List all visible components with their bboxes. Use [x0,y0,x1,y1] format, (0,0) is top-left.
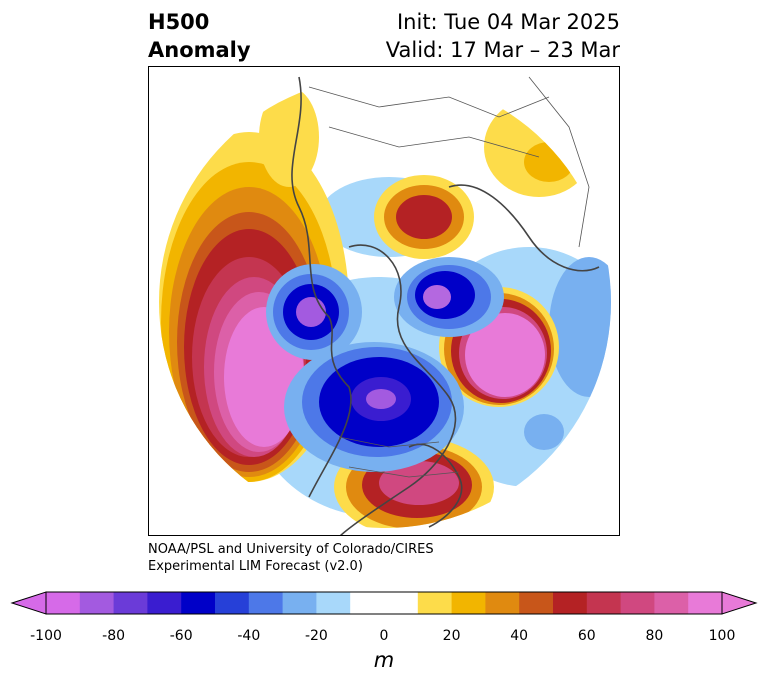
colorbar-segment [417,592,453,614]
colorbar-min-extend [10,591,47,615]
colorbar-unit: m [373,648,395,672]
colorbar [10,591,758,615]
colorbar-tick-label: -100 [30,628,62,644]
colorbar-segment [451,592,486,614]
border-line-5 [348,466,460,478]
colorbar-tick-label: 100 [708,628,736,644]
coastline-south [408,443,463,528]
anomaly-field [159,87,611,528]
credit-line-2: Experimental LIM Forecast (v2.0) [148,559,363,574]
colorbar-segment [248,592,284,614]
colorbar-segment [181,592,216,614]
colorbar-segment [147,592,182,614]
colorbar-segment [654,592,689,614]
anomaly-siberia-positive [259,87,319,187]
anomaly-arctic-negative-core [423,285,451,309]
colorbar-segment [282,592,317,614]
colorbar-segment [485,592,520,614]
coastline-west [291,76,352,498]
colorbar-tick-label: 40 [510,628,529,644]
colorbar-tick-label: -40 [237,628,261,644]
credit-line-1: NOAA/PSL and University of Colorado/CIRE… [148,542,434,557]
map-panel [148,66,620,536]
init-date: Init: Tue 04 Mar 2025 [396,10,620,34]
colorbar-segment [384,592,419,614]
colorbar-segment [79,592,115,614]
colorbar-tick-label: 60 [577,628,596,644]
colorbar-segment [519,592,554,614]
border-line-1 [308,86,550,118]
title-type: Anomaly [148,38,251,62]
colorbar-segment [316,592,351,614]
colorbar-tick-label: 80 [645,628,664,644]
anomaly-canada-negative-core [366,389,396,409]
colorbar-tick-label: -80 [102,628,126,644]
valid-range: Valid: 17 Mar – 23 Mar [385,38,620,62]
anomaly-north-positive-60 [396,195,452,239]
colorbar-tick-label: -20 [304,628,328,644]
colorbar-segment [215,592,250,614]
colorbar-segments [46,592,723,614]
colorbar-segment [688,592,723,614]
border-line-4 [338,436,440,448]
border-line-2 [328,126,540,158]
anomaly-map [159,76,611,535]
anomaly-atlantic-negative-30 [524,414,564,450]
anomaly-east-positive-core [465,313,545,397]
colorbar-segment [620,592,655,614]
colorbar-segment [586,592,622,614]
coastline-north [448,184,600,272]
credit-text: NOAA/PSL and University of Colorado/CIRE… [148,541,434,575]
colorbar-tick-label: -60 [169,628,193,644]
colorbar-segment [350,592,385,614]
colorbar-segment [46,592,81,614]
colorbar-segment [113,592,148,614]
coastline-central [339,244,457,535]
colorbar-max-extend [721,591,758,615]
date-info: Init: Tue 04 Mar 2025 Valid: 17 Mar – 23… [386,8,620,64]
political-borders [308,76,590,478]
colorbar-segment [553,592,588,614]
title-variable: H500 [148,10,210,34]
colorbar-tick-label: 0 [379,628,389,644]
anomaly-greenland-positive-30 [524,142,574,182]
coastlines [291,76,600,535]
map-title: H500 Anomaly [148,8,251,64]
colorbar-border [45,591,723,615]
colorbar-tick-label: 20 [442,628,461,644]
border-line-3 [528,76,590,248]
anomaly-alaska-negative-core [296,297,326,327]
